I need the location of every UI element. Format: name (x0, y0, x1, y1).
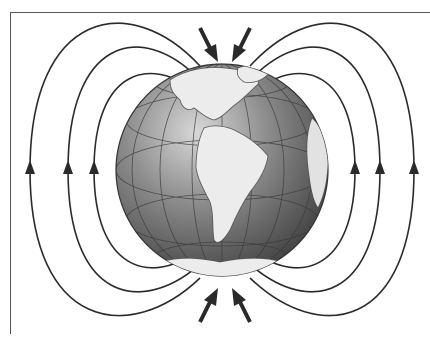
frame-top-border (10, 12, 430, 13)
north-pole-arrow-left (198, 27, 218, 62)
arrowhead-left-inner (89, 160, 99, 174)
arrowhead-right-outer (409, 160, 419, 174)
field-line-arrowheads (25, 160, 419, 174)
south-pole-arrow-right (232, 288, 252, 323)
arrowhead-right-middle (375, 160, 385, 174)
pole-arrows (198, 27, 252, 323)
arrowhead-left-middle (63, 160, 73, 174)
earth-globe (115, 63, 329, 277)
arrowhead-right-inner (350, 160, 360, 174)
north-america-landmass (169, 67, 259, 121)
north-pole-arrow-right (232, 27, 252, 62)
south-america-landmass (195, 125, 269, 243)
frame-left-border (10, 12, 11, 334)
arrowhead-left-outer (25, 160, 35, 174)
south-pole-arrow-left (198, 288, 218, 323)
